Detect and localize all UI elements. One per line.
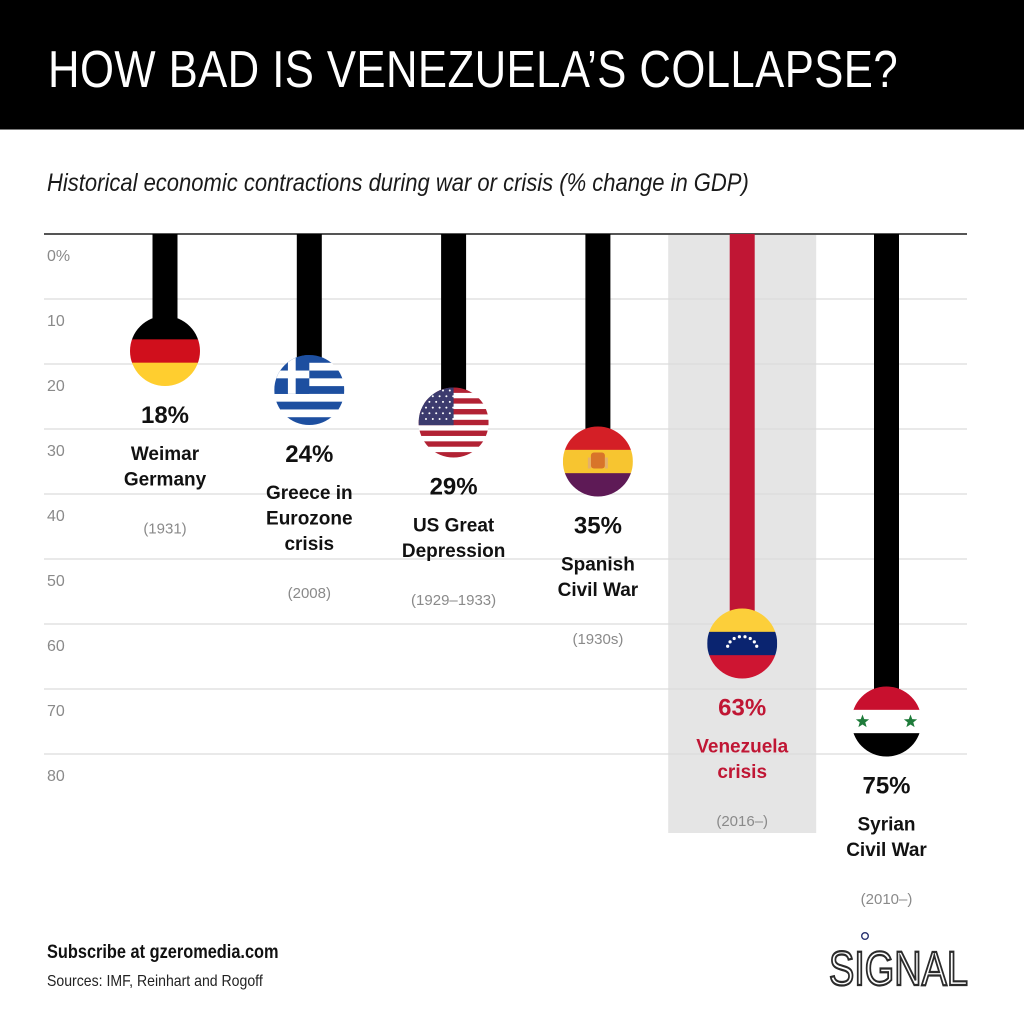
flag-marker bbox=[418, 387, 489, 458]
y-tick-label: 50 bbox=[47, 573, 65, 590]
value-label: 18% bbox=[141, 402, 189, 429]
flag-marker bbox=[130, 316, 200, 386]
value-label: 63% bbox=[718, 695, 766, 722]
flag-marker bbox=[274, 355, 345, 425]
logo-dot-icon bbox=[861, 931, 870, 940]
y-tick-label: 30 bbox=[47, 443, 65, 460]
category-label: crisis bbox=[717, 762, 767, 783]
y-tick-label: 0% bbox=[47, 248, 70, 265]
value-label: 29% bbox=[430, 474, 478, 501]
category-label: Venezuela bbox=[696, 737, 788, 758]
y-tick-label: 60 bbox=[47, 638, 65, 655]
y-tick-label: 80 bbox=[47, 768, 65, 785]
germany-flag-icon bbox=[130, 316, 200, 386]
sources-note: Sources: IMF, Reinhart and Rogoff bbox=[47, 973, 263, 990]
signal-logo: SIGNAL bbox=[828, 931, 969, 990]
bar bbox=[152, 234, 178, 331]
usa-flag-icon bbox=[418, 387, 489, 458]
page-title: HOW BAD IS VENEZUELA’S COLLAPSE? bbox=[48, 41, 899, 99]
spanish-republic-flag-icon bbox=[562, 426, 633, 497]
bar bbox=[441, 234, 467, 403]
category-label: Spanish bbox=[561, 555, 635, 576]
chart-subtitle: Historical economic contractions during … bbox=[47, 169, 749, 197]
category-label: Syrian bbox=[857, 815, 915, 836]
greece-flag-icon bbox=[274, 355, 345, 425]
flag-marker bbox=[562, 426, 633, 497]
bar bbox=[585, 234, 611, 442]
category-label: Germany bbox=[124, 470, 207, 491]
flag-marker bbox=[851, 686, 922, 757]
period-label: (1931) bbox=[143, 521, 186, 538]
header-banner: HOW BAD IS VENEZUELA’S COLLAPSE? bbox=[0, 0, 1024, 130]
logo-text: SIGNAL bbox=[829, 943, 968, 990]
y-tick-label: 10 bbox=[47, 313, 65, 330]
flag-marker bbox=[707, 608, 778, 679]
syria-flag-icon bbox=[851, 686, 922, 757]
value-label: 75% bbox=[862, 773, 910, 800]
period-label: (1930s) bbox=[572, 631, 623, 648]
subscribe-link[interactable]: Subscribe at gzeromedia.com bbox=[47, 942, 279, 963]
y-tick-label: 70 bbox=[47, 703, 65, 720]
category-label: Depression bbox=[402, 541, 505, 562]
category-label: Civil War bbox=[558, 580, 639, 601]
y-tick-label: 20 bbox=[47, 378, 65, 395]
period-label: (2016–) bbox=[716, 813, 768, 830]
y-tick-label: 40 bbox=[47, 508, 65, 525]
period-label: (2008) bbox=[288, 585, 331, 602]
value-label: 24% bbox=[285, 441, 333, 468]
category-label: crisis bbox=[284, 534, 334, 555]
period-label: (1929–1933) bbox=[411, 592, 496, 609]
category-label: US Great bbox=[413, 516, 495, 537]
category-label: Eurozone bbox=[266, 509, 353, 530]
category-label: Greece in bbox=[266, 483, 353, 504]
category-label: Weimar bbox=[131, 444, 200, 465]
bar bbox=[874, 234, 899, 702]
period-label: (2010–) bbox=[861, 891, 913, 908]
category-label: Civil War bbox=[846, 840, 927, 861]
bar bbox=[296, 234, 322, 370]
venezuela-flag-icon bbox=[707, 608, 778, 679]
value-label: 35% bbox=[574, 513, 622, 540]
bar bbox=[729, 234, 755, 624]
